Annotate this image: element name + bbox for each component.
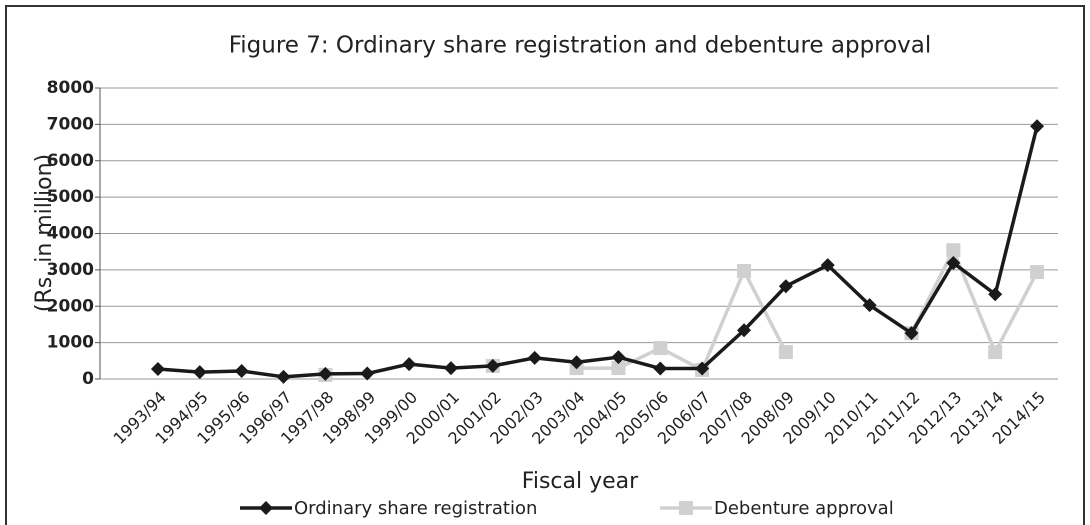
series-marker <box>737 323 752 338</box>
series-marker <box>485 358 500 373</box>
series-marker <box>150 361 165 376</box>
series-line <box>157 125 1039 379</box>
series-marker <box>569 355 584 370</box>
series-line <box>909 248 1039 354</box>
legend-marker <box>259 501 273 515</box>
y-tick-label: 3000 <box>47 260 94 280</box>
series-marker <box>946 255 961 270</box>
y-tick-label: 4000 <box>47 224 94 244</box>
series-marker <box>862 298 877 313</box>
legend-label: Debenture approval <box>714 498 894 519</box>
series-marker <box>778 345 793 360</box>
series-marker <box>988 287 1003 302</box>
y-tick-label: 7000 <box>47 114 94 134</box>
chart-title: Figure 7: Ordinary share registration an… <box>229 33 932 59</box>
y-axis-label: (Rs. in million) <box>32 154 57 312</box>
series-marker <box>318 366 333 381</box>
series-marker <box>402 357 417 372</box>
series-marker <box>611 361 626 376</box>
series-marker <box>360 366 375 381</box>
series-marker <box>653 361 668 376</box>
series-marker <box>527 350 542 365</box>
series-marker <box>443 361 458 376</box>
series-marker <box>820 258 835 273</box>
legend-label: Ordinary share registration <box>294 498 537 519</box>
chart-frame <box>5 5 1085 525</box>
series-marker <box>988 345 1003 360</box>
series-marker <box>1030 265 1045 280</box>
x-axis-label: Fiscal year <box>522 469 639 494</box>
series-marker <box>778 279 793 294</box>
series-marker <box>904 326 919 341</box>
series-marker <box>234 363 249 378</box>
series-marker <box>946 243 961 258</box>
legend-marker <box>679 501 693 515</box>
y-tick-label: 2000 <box>47 296 94 316</box>
series-marker <box>1030 119 1045 134</box>
y-tick-label: 6000 <box>47 151 94 171</box>
series-marker <box>192 365 207 380</box>
y-tick-label: 5000 <box>47 187 94 207</box>
series-marker <box>695 361 710 376</box>
y-tick-label: 1000 <box>47 333 94 353</box>
series-marker <box>737 263 752 278</box>
y-tick-label: 0 <box>82 369 94 389</box>
series-marker <box>276 369 291 384</box>
series-marker <box>611 350 626 365</box>
series-marker <box>653 341 668 356</box>
y-tick-label: 8000 <box>47 78 94 98</box>
